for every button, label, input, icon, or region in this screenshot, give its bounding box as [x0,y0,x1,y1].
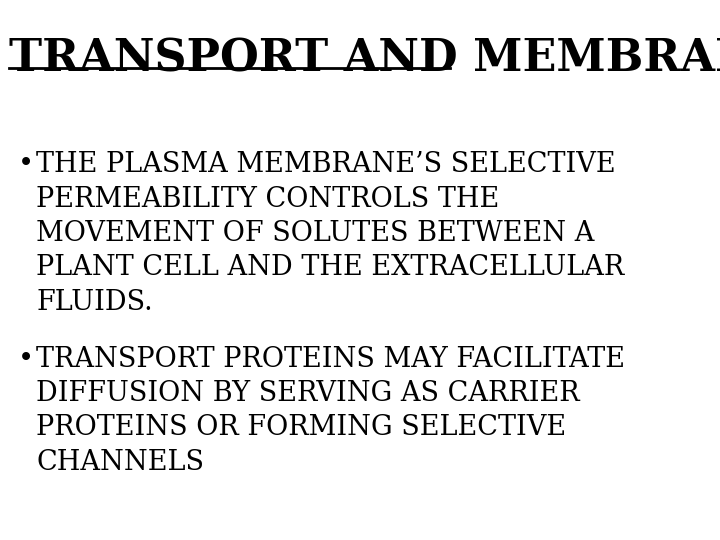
Text: TRANSPORT PROTEINS MAY FACILITATE
DIFFUSION BY SERVING AS CARRIER
PROTEINS OR FO: TRANSPORT PROTEINS MAY FACILITATE DIFFUS… [36,346,626,476]
Text: TRANSPORT AND MEMBRANES: TRANSPORT AND MEMBRANES [9,38,720,81]
Text: •: • [18,151,35,178]
Text: THE PLASMA MEMBRANE’S SELECTIVE
PERMEABILITY CONTROLS THE
MOVEMENT OF SOLUTES BE: THE PLASMA MEMBRANE’S SELECTIVE PERMEABI… [36,151,624,315]
Text: •: • [18,346,35,373]
